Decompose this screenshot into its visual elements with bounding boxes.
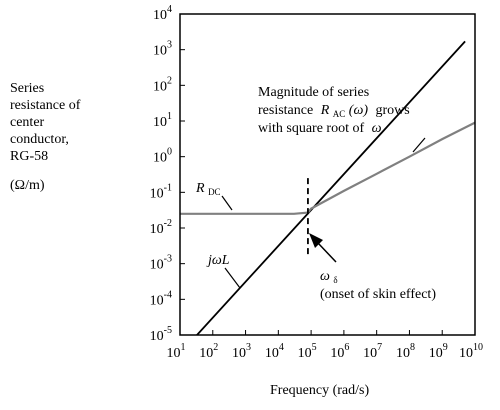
rdc-label-symbol: R xyxy=(195,181,205,196)
x-tick-label: 107 xyxy=(363,342,382,361)
y-axis-label-line-1: Series xyxy=(10,81,45,96)
y-axis-label-line-5: RG-58 xyxy=(10,149,49,164)
skin-onset-subscript: δ xyxy=(333,275,337,285)
annotation-main: Magnitude of series resistance R AC (ω) … xyxy=(258,85,413,136)
x-tick-label: 1010 xyxy=(459,342,483,361)
y-axis-label-line-2: resistance of xyxy=(10,98,81,113)
skin-onset-arrow-head xyxy=(309,233,323,248)
y-axis-label: Series resistance of center conductor, R… xyxy=(10,80,120,194)
y-tick-label: 10-1 xyxy=(150,182,172,201)
jwl-pointer xyxy=(224,267,241,289)
y-tick-label: 10-4 xyxy=(150,289,172,308)
annotation-line-2b: grows xyxy=(376,103,410,118)
y-tick-label: 103 xyxy=(153,40,172,59)
x-tick-label: 104 xyxy=(265,342,284,361)
y-tick-label: 100 xyxy=(153,147,172,166)
annotation-rac-symbol: R xyxy=(320,103,330,118)
tick-layer: 101 102 103 104 105 106 107 108 109 1010 10-5 10-4 1… xyxy=(150,4,483,361)
series-jwl-line xyxy=(195,40,466,335)
x-tick-label: 108 xyxy=(396,342,415,361)
x-tick-label: 103 xyxy=(232,342,251,361)
x-axis-label: Frequency (rad/s) xyxy=(270,383,370,398)
annotation-layer: Magnitude of series resistance R AC (ω) … xyxy=(195,85,436,302)
plot-frame xyxy=(179,13,476,336)
y-axis-unit: (Ω/m) xyxy=(10,178,45,193)
annotation-rac-arg: (ω) xyxy=(349,103,369,118)
annotation-line-1: Magnitude of series xyxy=(258,85,369,100)
y-axis-label-line-3: center xyxy=(10,115,45,130)
annotation-omega: ω xyxy=(372,121,382,136)
annotation-pointer xyxy=(412,137,426,153)
rdc-pointer xyxy=(221,195,233,211)
y-tick-label: 104 xyxy=(153,4,172,23)
annotation-line-2a: resistance xyxy=(258,103,313,118)
skin-onset-text: (onset of skin effect) xyxy=(320,287,436,302)
annotation-rac-subscript: AC xyxy=(333,109,346,119)
rdc-label-subscript: DC xyxy=(208,187,221,197)
skin-onset-arrow-shaft xyxy=(317,242,337,263)
skin-onset-symbol: ω xyxy=(320,269,330,284)
y-tick-label: 10-2 xyxy=(150,218,172,237)
y-tick-label: 10-3 xyxy=(150,254,172,273)
y-tick-label: 102 xyxy=(153,75,172,94)
x-tick-label: 101 xyxy=(167,342,186,361)
skin-onset-label: ω δ (onset of skin effect) xyxy=(320,269,436,302)
x-tick-label: 102 xyxy=(199,342,218,361)
y-tick-label: 10-5 xyxy=(150,325,172,344)
rdc-label: R DC xyxy=(195,181,221,197)
jwl-label: jωL xyxy=(206,253,230,268)
x-tick-label: 105 xyxy=(298,342,317,361)
series-layer xyxy=(180,40,475,335)
x-tick-label: 106 xyxy=(330,342,349,361)
y-axis-label-line-4: conductor, xyxy=(10,132,69,147)
annotation-line-3: with square root of xyxy=(258,121,364,136)
x-tick-label: 109 xyxy=(429,342,448,361)
y-tick-label: 101 xyxy=(153,111,172,130)
series-resistance-line xyxy=(180,121,475,215)
